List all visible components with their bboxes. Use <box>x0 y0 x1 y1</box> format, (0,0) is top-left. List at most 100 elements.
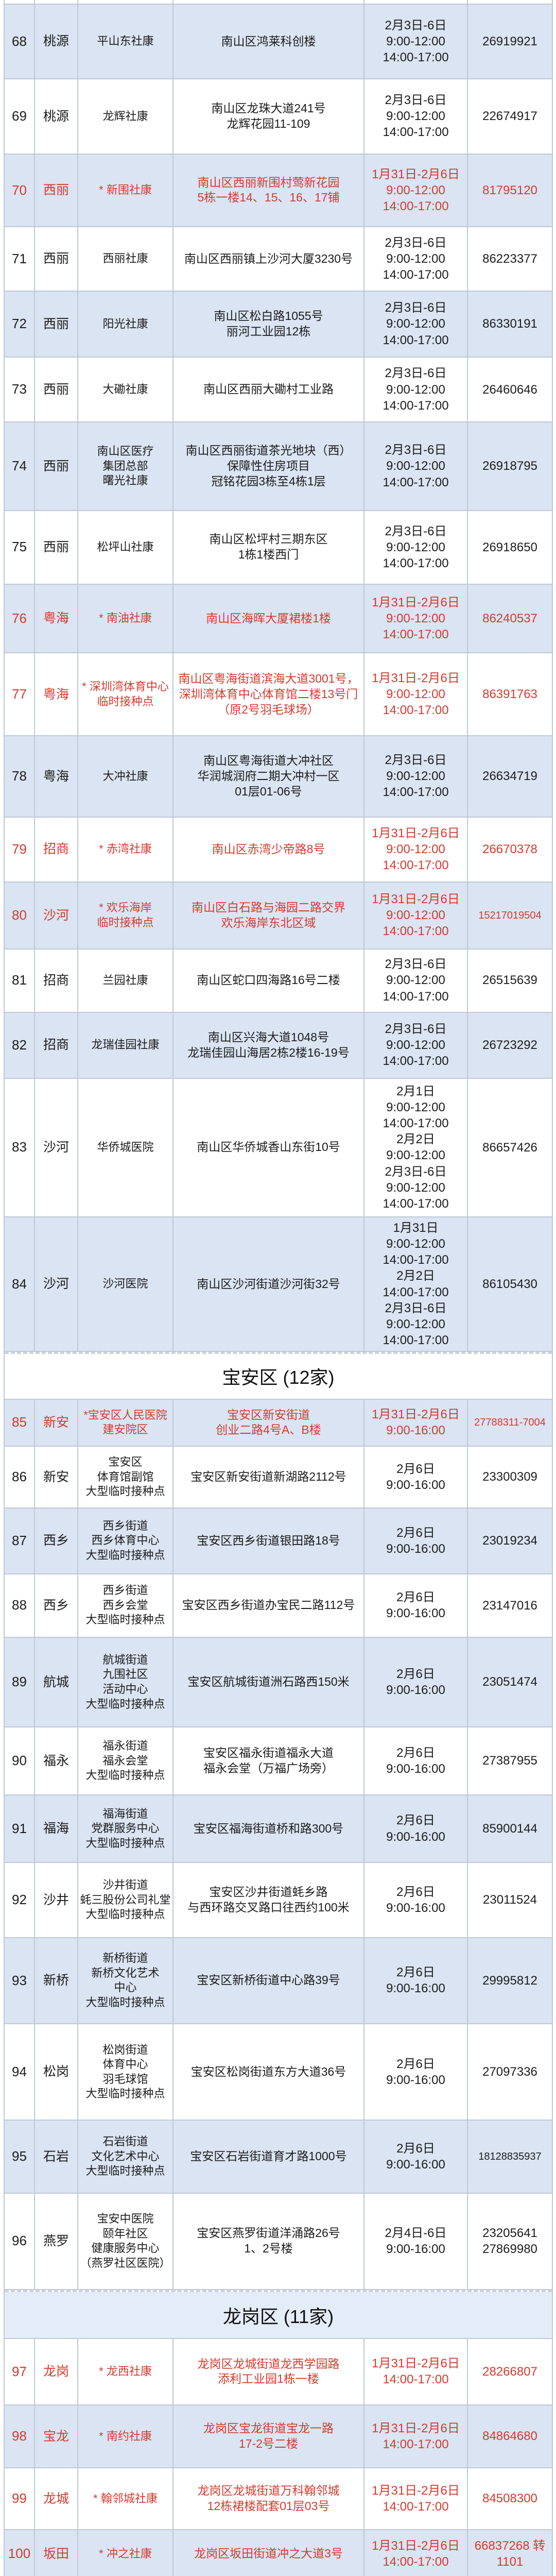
site-name-cell: 阳光社康 <box>78 291 173 357</box>
address-cell: 南山区赤湾少帝路8号 <box>173 817 364 882</box>
row-number-cell: 81 <box>5 949 35 1012</box>
schedule-cell: 2月6日 9:00-16:00 <box>364 1574 468 1637</box>
table-row: 69 桃源 龙辉社康 南山区龙珠大道241号 龙辉花园11-109 2月3日-6日 9:00… <box>5 79 552 155</box>
row-number-cell: 78 <box>5 736 35 817</box>
row-number-cell: 77 <box>5 653 35 736</box>
district-cell: 新桥 <box>35 1938 78 2024</box>
table-row: 78 粤海 大冲社康 南山区粤海街道大冲社区 华润城润府二期大冲村一区 01层01-06号… <box>5 736 552 818</box>
schedule-cell: 2月3日-6日 9:00-12:00 14:00-17:00 <box>364 4 468 79</box>
row-number-cell: 97 <box>5 2339 35 2404</box>
schedule-cell: 1月31日-2月6日 9:00-16:00 <box>364 1399 468 1446</box>
table-row: 81 招商 兰园社康 南山区蛇口四海路16号二楼 2月3日-6日 9:00-12:00 14… <box>5 949 552 1013</box>
row-number-cell: 94 <box>5 2024 35 2120</box>
phone-cell: 23300309 <box>482 1470 537 1484</box>
section-title: 宝安区 (12家) <box>222 1367 335 1388</box>
district-cell: 新安 <box>35 1447 78 1507</box>
phone-cell: 23011524 <box>483 1893 537 1907</box>
schedule-cell: 1月31日-2月6日 9:00-12:00 14:00-17:00 <box>364 585 468 653</box>
district-cell: 西丽 <box>35 227 78 291</box>
address-cell: 宝安区燕罗街道洋涌路26号 1、2号楼 <box>173 2193 364 2289</box>
row-number-cell: 87 <box>5 1508 35 1573</box>
district-cell: 龙岗 <box>35 2339 78 2404</box>
district-cell: 粤海 <box>35 736 78 817</box>
phone-cell: 23019234 <box>482 1534 537 1548</box>
site-name-cell: * 南油社康 <box>78 585 173 653</box>
phone-cell: 23147016 <box>482 1598 537 1613</box>
table-row: 77 粤海 * 深圳湾体育中心 临时接种点 南山区粤海街道滨海大道3001号， 深圳湾体育… <box>5 653 552 737</box>
row-number-cell: 86 <box>5 1447 35 1507</box>
row-number-cell: 73 <box>5 358 35 422</box>
table-row: 68 桃源 平山东社康 南山区鸿莱科创楼 2月3日-6日 9:00-12:00 14:00-… <box>5 4 552 80</box>
district-cell <box>35 0 78 4</box>
section-title: 龙岗区 (11家) <box>222 2306 334 2327</box>
site-name-cell: 西乡街道 西乡体育中心 大型临时接种点 <box>78 1508 173 1573</box>
row-number-cell: 95 <box>5 2121 35 2193</box>
phone-cell: 26918795 <box>482 459 537 473</box>
row-number-cell: 99 <box>5 2468 35 2529</box>
district-cell: 西丽 <box>35 291 78 357</box>
district-cell: 桃源 <box>35 79 78 154</box>
phone-cell: 86330191 <box>482 317 537 331</box>
schedule-cell <box>364 0 468 4</box>
site-name-cell: 航城街道 九围社区 活动中心 大型临时接种点 <box>78 1637 173 1727</box>
address-cell: 南山区西丽新围村莺新花园 5栋一楼14、15、16、17铺 <box>173 154 364 227</box>
phone-cell: 86105430 <box>482 1277 537 1292</box>
district-cell: 沙河 <box>35 882 78 948</box>
phone-cell: 26918650 <box>482 540 537 554</box>
phone-cell: 86240537 <box>482 612 537 626</box>
site-name-cell: * 深圳湾体育中心 临时接种点 <box>78 653 173 736</box>
schedule-cell: 2月4日-6日 9:00-16:00 <box>364 2193 468 2289</box>
schedule-cell: 1月31日-2月6日 9:00-12:00 14:00-17:00 <box>364 882 468 948</box>
site-name-cell: 龙瑞佳园社康 <box>78 1012 173 1078</box>
table-row: 79 招商 * 赤湾社康 南山区赤湾少帝路8号 1月31日-2月6日 9:00-12:00… <box>5 817 552 883</box>
row-number-cell: 98 <box>5 2405 35 2468</box>
row-number-cell: 72 <box>5 291 35 357</box>
row-number-cell: 91 <box>5 1795 35 1862</box>
row-number-cell: 83 <box>5 1078 35 1217</box>
table-row: 95 石岩 石岩街道 文化艺术中心 大型临时接种点 宝安区石岩街道育才路1000号 2月6日… <box>5 2121 552 2194</box>
site-name-cell: * 翰邻城社康 <box>78 2468 173 2529</box>
address-cell: 南山区西丽镇上沙河大厦3230号 <box>173 227 364 291</box>
table-row: 92 沙井 沙井街道 蚝三股份公司礼堂 大型临时接种点 宝安区沙井街道蚝乡路 与西环路交叉路… <box>5 1863 552 1938</box>
site-name-cell <box>78 0 173 4</box>
row-number-cell: 100 <box>5 2530 35 2576</box>
site-name-cell: 西乡街道 西乡会堂 大型临时接种点 <box>78 1574 173 1637</box>
address-cell: 宝安区西乡街道办宝民二路112号 <box>173 1574 364 1637</box>
schedule-cell: 2月3日-6日 9:00-12:00 14:00-17:00 <box>364 79 468 154</box>
schedule-cell: 2月3日-6日 9:00-12:00 14:00-17:00 <box>364 227 468 291</box>
schedule-cell: 2月3日-6日 9:00-12:00 14:00-17:00 <box>364 736 468 817</box>
address-cell: 南山区沙河街道沙河街32号 <box>173 1217 364 1351</box>
schedule-cell: 2月3日-6日 9:00-12:00 14:00-17:00 <box>364 949 468 1012</box>
vaccination-sites-table: 68 桃源 平山东社康 南山区鸿莱科创楼 2月3日-6日 9:00-12:00 14:00-… <box>4 0 553 2576</box>
site-name-cell: 华侨城医院 <box>78 1078 173 1217</box>
district-cell: 招商 <box>35 817 78 882</box>
district-cell: 粤海 <box>35 585 78 653</box>
row-number-cell <box>5 0 35 4</box>
schedule-cell: 1月31日-2月6日 14:00-17:00 <box>364 2339 468 2404</box>
district-cell: 石岩 <box>35 2121 78 2193</box>
row-number-cell: 80 <box>5 882 35 948</box>
row-number-cell: 79 <box>5 817 35 882</box>
row-number-cell: 76 <box>5 585 35 653</box>
table-row: 98 宝龙 * 南约社康 龙岗区宝龙街道宝龙一路 17-2号二楼 1月31日-2月6日 14… <box>5 2405 552 2469</box>
phone-cell: 86223377 <box>482 252 537 266</box>
address-cell: 南山区松坪村三期东区 1栋1楼西门 <box>173 511 364 584</box>
site-name-cell: 沙井街道 蚝三股份公司礼堂 大型临时接种点 <box>78 1863 173 1937</box>
address-cell: 宝安区西乡街道银田路18号 <box>173 1508 364 1573</box>
district-cell: 航城 <box>35 1637 78 1727</box>
row-number-cell: 88 <box>5 1574 35 1637</box>
address-cell: 宝安区新安街道新湖路2112号 <box>173 1447 364 1507</box>
phone-cell: 84864680 <box>482 2429 537 2444</box>
phone-cell: 86657426 <box>482 1140 537 1155</box>
address-cell: 宝安区新桥街道中心路39号 <box>173 1938 364 2024</box>
address-cell: 南山区龙珠大道241号 龙辉花园11-109 <box>173 79 364 154</box>
address-cell: 南山区华侨城香山东街10号 <box>173 1078 364 1217</box>
phone-cell: 27387955 <box>482 1754 537 1768</box>
schedule-cell: 2月6日 9:00-16:00 <box>364 1863 468 1937</box>
schedule-cell: 2月6日 9:00-16:00 <box>364 1637 468 1727</box>
schedule-cell: 2月3日-6日 9:00-12:00 14:00-17:00 <box>364 291 468 357</box>
phone-cell: 23051474 <box>482 1675 537 1689</box>
address-cell: 龙岗区龙城街道龙西学园路 添利工业园1栋一楼 <box>173 2339 364 2404</box>
schedule-cell: 2月6日 9:00-16:00 <box>364 2024 468 2120</box>
phone-cell: 86391763 <box>482 687 537 702</box>
